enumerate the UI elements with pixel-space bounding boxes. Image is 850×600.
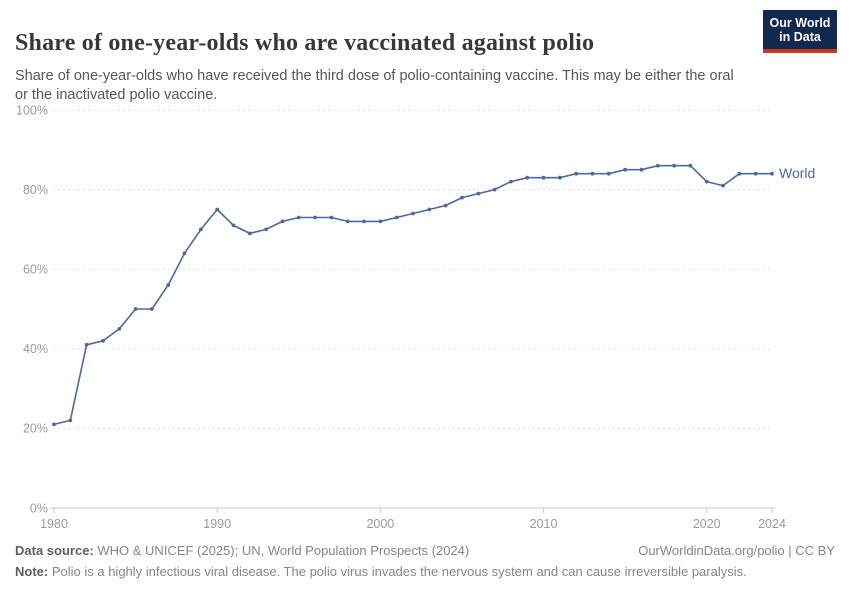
data-point-marker — [688, 163, 693, 168]
data-point-marker — [721, 183, 725, 188]
data-point-marker — [362, 219, 366, 224]
data-point-marker — [476, 191, 481, 196]
data-point-marker — [133, 307, 138, 311]
data-point-marker — [247, 231, 252, 236]
data-point-marker — [150, 307, 154, 311]
data-point-marker — [84, 342, 89, 347]
data-source-text: WHO & UNICEF (2025); UN, World Populatio… — [97, 543, 470, 558]
x-axis-tick-label: 2020 — [693, 517, 721, 531]
data-point-marker — [606, 171, 611, 176]
polio-line-chart: 0% 20% 40% 60% 80% 100% 1980 1990 2000 2010 2020 20… — [16, 103, 815, 531]
data-point-marker — [574, 171, 579, 176]
x-axis-tick-label: 1980 — [40, 517, 68, 531]
data-point-marker — [264, 227, 268, 232]
data-point-marker — [345, 219, 350, 224]
data-point-marker — [639, 167, 644, 172]
owid-logo[interactable]: Our World in Data — [763, 10, 837, 53]
chart-note: Note: Polio is a highly infectious viral… — [15, 564, 835, 579]
data-point-marker — [296, 215, 301, 220]
note-text: Polio is a highly infectious viral disea… — [51, 564, 747, 579]
data-point-marker — [411, 211, 415, 216]
data-point-marker — [770, 171, 774, 176]
data-point-marker — [509, 179, 513, 184]
data-point-marker — [427, 207, 432, 212]
series-label-world: World — [779, 165, 815, 181]
data-point-marker — [737, 171, 742, 176]
data-point-marker — [590, 171, 595, 176]
data-point-marker — [101, 338, 105, 343]
data-source: Data source: WHO & UNICEF (2025); UN, Wo… — [15, 543, 469, 558]
data-point-marker — [460, 195, 464, 200]
data-point-marker — [672, 163, 676, 168]
data-point-marker — [525, 175, 530, 180]
owid-logo-line2: in Data — [779, 30, 821, 44]
data-point-marker — [166, 283, 171, 287]
data-point-marker — [68, 418, 73, 423]
data-point-marker — [199, 227, 203, 232]
data-point-marker — [541, 175, 546, 180]
chart-footer: Data source: WHO & UNICEF (2025); UN, Wo… — [0, 543, 850, 579]
data-point-marker — [558, 175, 562, 180]
y-axis-tick-label: 80% — [23, 183, 48, 197]
data-point-marker — [394, 215, 399, 220]
data-point-marker — [378, 219, 383, 224]
y-axis-tick-label: 0% — [30, 501, 48, 515]
chart-subtitle: Share of one-year-olds who have received… — [15, 67, 734, 103]
data-source-label: Data source: — [15, 543, 94, 558]
data-point-marker — [52, 422, 56, 427]
data-point-marker — [329, 215, 334, 220]
x-axis-tick-label: 2024 — [758, 517, 786, 531]
data-point-marker — [704, 179, 709, 184]
data-point-marker — [492, 187, 497, 192]
data-point-marker — [215, 207, 220, 212]
data-point-marker — [182, 251, 187, 256]
data-point-marker — [117, 327, 122, 331]
data-point-marker — [655, 163, 660, 168]
x-axis-tick-label: 2010 — [530, 517, 558, 531]
permalink-license-link[interactable]: OurWorldinData.org/polio | CC BY — [638, 543, 835, 558]
y-axis-tick-label: 100% — [16, 103, 48, 117]
owid-logo-line1: Our World — [769, 16, 831, 30]
world-series-line — [53, 164, 773, 426]
y-axis-tick-label: 60% — [23, 263, 48, 277]
data-point-marker — [231, 223, 236, 228]
data-point-marker — [753, 171, 758, 176]
x-axis-tick-label: 2000 — [366, 517, 394, 531]
data-point-marker — [313, 215, 317, 220]
page-title: Share of one-year-olds who are vaccinate… — [15, 30, 595, 57]
note-label: Note: — [15, 564, 49, 579]
x-axis-tick-label: 1990 — [203, 517, 231, 531]
data-point-marker — [280, 219, 285, 224]
data-point-marker — [623, 167, 627, 172]
data-point-marker — [443, 203, 448, 208]
y-axis-tick-label: 40% — [23, 342, 48, 356]
y-axis-tick-label: 20% — [23, 422, 48, 436]
